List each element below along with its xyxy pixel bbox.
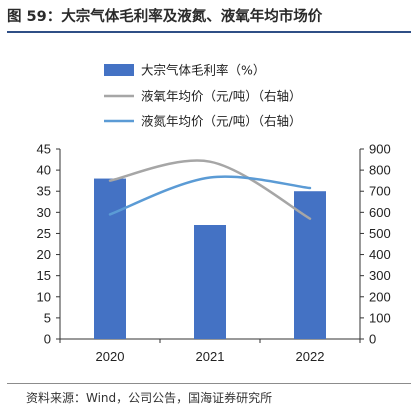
figure-title: 图 59：大宗气体毛利率及液氮、液氧年均市场价 bbox=[7, 9, 323, 25]
line-series-1 bbox=[108, 159, 312, 220]
legend-swatch-bar bbox=[104, 64, 134, 76]
y-tick-label-left: 20 bbox=[37, 247, 51, 262]
y-tick-label-right: 200 bbox=[369, 289, 391, 304]
x-tick-label: 2020 bbox=[96, 349, 125, 364]
bar-2022 bbox=[294, 191, 326, 339]
figure-source: 资料来源：Wind，公司公告，国海证券研究所 bbox=[26, 391, 273, 405]
y-tick-label-right: 800 bbox=[369, 163, 391, 178]
y-tick-label-left: 45 bbox=[37, 142, 51, 157]
y-tick-label-right: 700 bbox=[369, 184, 391, 199]
chart-legend: 大宗气体毛利率（%） 液氧年均价（元/吨）（右轴） 液氮年均价（元/吨）（右轴） bbox=[104, 63, 301, 129]
y-tick-label-left: 30 bbox=[37, 205, 51, 220]
chart-axes: 0 5 10 15 20 25 30 35 40 45 0 100 200 300 400 500 600 700… bbox=[37, 142, 391, 365]
y-tick-label-right: 300 bbox=[369, 268, 391, 283]
bar-2021 bbox=[194, 225, 226, 339]
chart-marks bbox=[94, 159, 326, 339]
y-tick-label-left: 0 bbox=[44, 332, 51, 347]
y-tick-label-left: 25 bbox=[37, 226, 51, 241]
y-tick-label-right: 500 bbox=[369, 226, 391, 241]
chart: 大宗气体毛利率（%） 液氧年均价（元/吨）（右轴） 液氮年均价（元/吨）（右轴） 0… bbox=[37, 63, 391, 365]
line-series-2 bbox=[108, 175, 312, 216]
y-tick-label-left: 5 bbox=[44, 310, 51, 325]
y-tick-label-right: 100 bbox=[369, 310, 391, 325]
y-tick-label-left: 35 bbox=[37, 184, 51, 199]
legend-label: 液氮年均价（元/吨）（右轴） bbox=[141, 114, 301, 129]
y-tick-label-right: 0 bbox=[369, 332, 376, 347]
title-rule bbox=[7, 31, 411, 33]
bar-2020 bbox=[94, 178, 126, 339]
y-tick-label-right: 900 bbox=[369, 142, 391, 157]
y-tick-label-left: 15 bbox=[37, 268, 51, 283]
y-tick-label-left: 10 bbox=[37, 289, 51, 304]
x-tick-label: 2022 bbox=[296, 349, 325, 364]
x-tick-label: 2021 bbox=[196, 349, 225, 364]
legend-label: 大宗气体毛利率（%） bbox=[141, 63, 265, 78]
y-tick-label-right: 400 bbox=[369, 247, 391, 262]
legend-label: 液氧年均价（元/吨）（右轴） bbox=[141, 89, 301, 104]
source-rule bbox=[7, 383, 411, 384]
y-tick-label-left: 40 bbox=[37, 163, 51, 178]
y-tick-label-right: 600 bbox=[369, 205, 391, 220]
